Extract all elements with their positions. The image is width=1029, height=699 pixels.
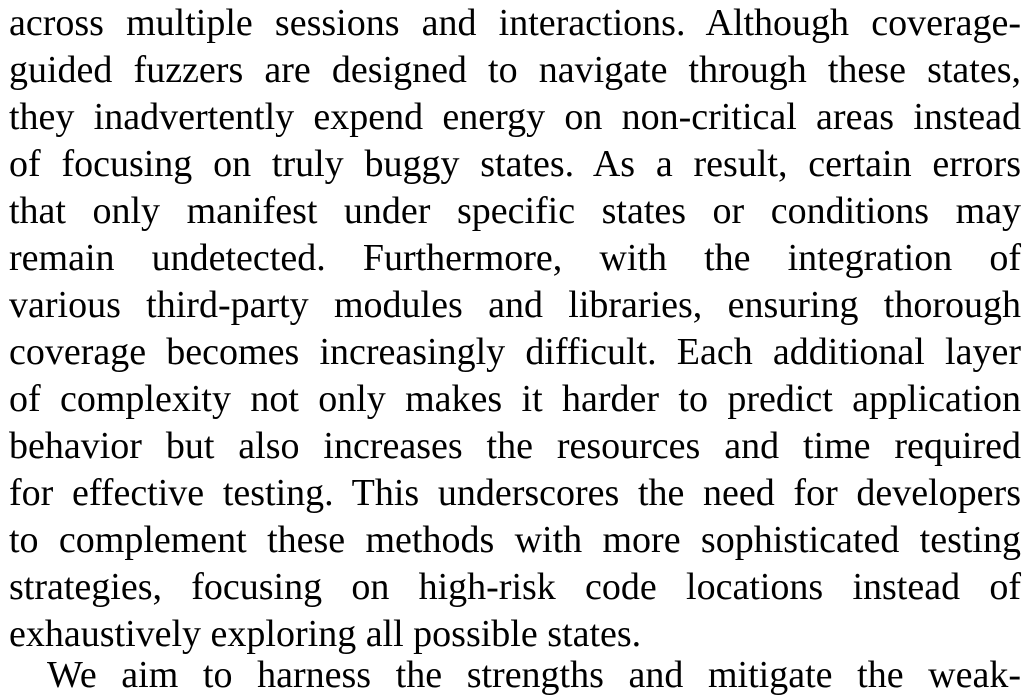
paragraph-line: to complement these methods with more so…	[9, 519, 1021, 561]
paragraph-line: of focusing on truly buggy states. As a …	[9, 143, 1021, 185]
paragraph-line: strategies, focusing on high-risk code l…	[9, 566, 1021, 608]
paragraph-line: across multiple sessions and interaction…	[9, 2, 1021, 44]
paragraph-line: that only manifest under specific states…	[9, 190, 1021, 232]
paragraph-line: guided fuzzers are designed to navigate …	[9, 49, 1021, 91]
next-paragraph-first-line: We aim to harness the strengths and miti…	[47, 654, 1021, 696]
paragraph-line: various third-party modules and librarie…	[9, 284, 1021, 326]
paragraph-line: for effective testing. This underscores …	[9, 472, 1021, 514]
paragraph-line: remain undetected. Furthermore, with the…	[9, 237, 1021, 279]
paragraph-line: exhaustively exploring all possible stat…	[9, 613, 642, 655]
paragraph-line: behavior but also increases the resource…	[9, 425, 1021, 467]
paragraph-line: they inadvertently expend energy on non-…	[9, 96, 1021, 138]
paragraph-line: coverage becomes increasingly difficult.…	[9, 331, 1021, 373]
paragraph-line: of complexity not only makes it harder t…	[9, 378, 1021, 420]
paper-text-page: across multiple sessions and interaction…	[9, 0, 1021, 699]
